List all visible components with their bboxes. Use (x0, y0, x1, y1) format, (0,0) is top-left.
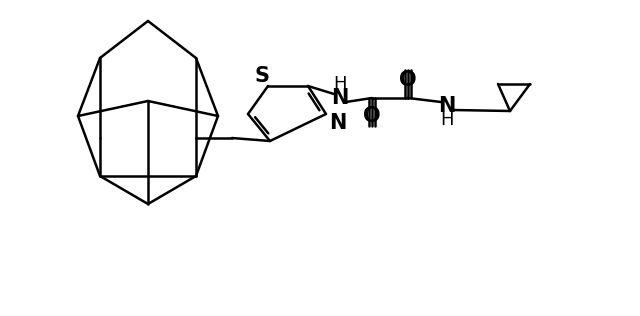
Text: O: O (363, 106, 381, 126)
Text: H: H (440, 111, 454, 129)
Text: H: H (333, 75, 347, 93)
Text: N: N (330, 113, 347, 133)
Text: O: O (399, 70, 417, 90)
Text: N: N (332, 88, 349, 108)
Text: N: N (438, 96, 456, 116)
Text: S: S (255, 66, 269, 86)
